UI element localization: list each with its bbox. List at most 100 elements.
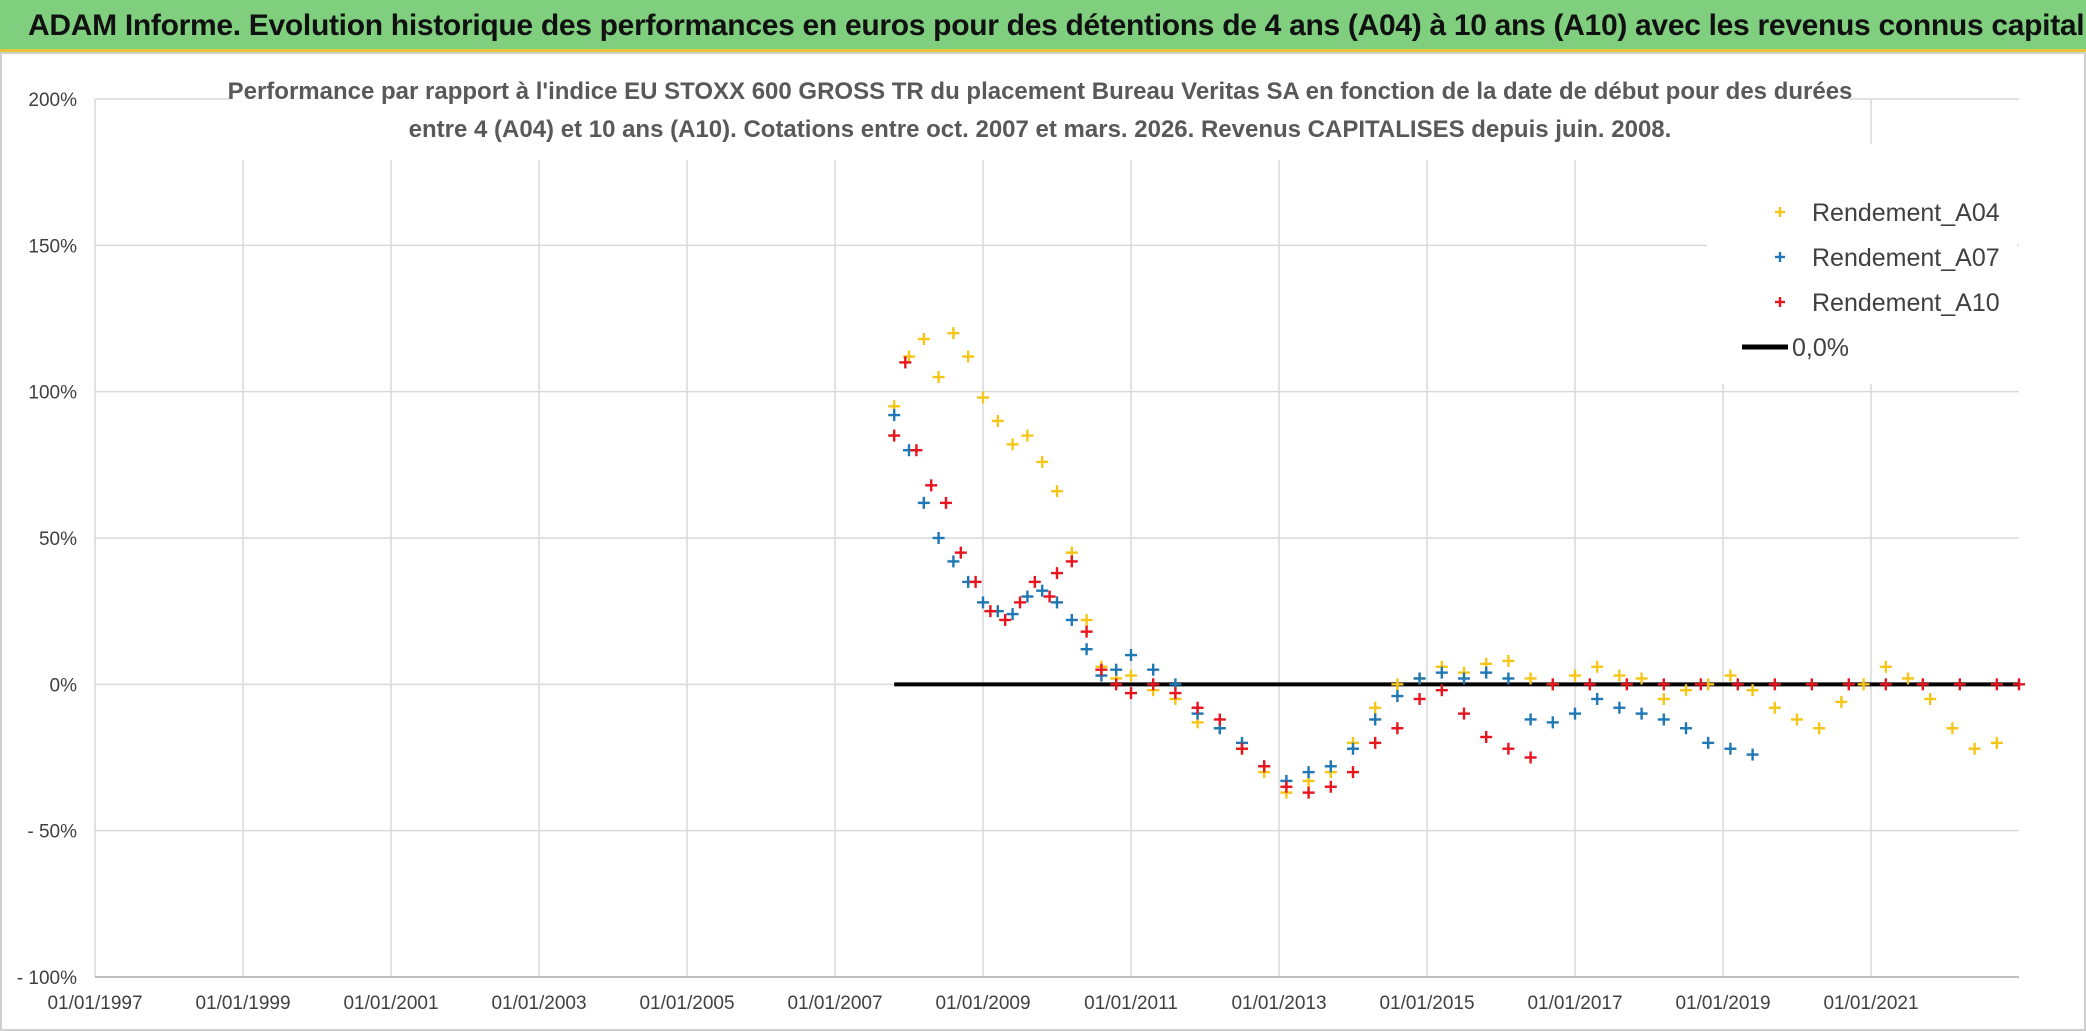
data-point-Rendement_A10 [940, 496, 952, 509]
data-points [888, 327, 2025, 799]
plot-title-line-1: Performance par rapport à l'indice EU ST… [228, 78, 1853, 105]
grid-lines [94, 98, 2019, 978]
data-point-Rendement_A04 [1813, 722, 1826, 735]
legend-label-Rendement_A04: Rendement_A04 [1812, 199, 2000, 227]
data-point-Rendement_A10 [969, 575, 982, 588]
legend-label-zero-line: 0,0% [1792, 334, 1849, 362]
data-point-Rendement_A04 [1524, 672, 1537, 685]
legend-box [1707, 144, 2017, 384]
data-point-Rendement_A10 [888, 429, 901, 442]
data-point-Rendement_A04 [1635, 672, 1648, 685]
data-point-Rendement_A04 [1080, 613, 1093, 626]
data-point-Rendement_A07 [1435, 666, 1448, 679]
data-point-Rendement_A10 [1953, 678, 1966, 691]
data-point-Rendement_A04 [1835, 695, 1848, 708]
data-point-Rendement_A07 [1680, 722, 1692, 735]
x-tick-label: 01/01/2019 [1675, 993, 1770, 1014]
data-point-Rendement_A04 [947, 327, 960, 340]
data-point-Rendement_A04 [1791, 713, 1803, 726]
x-tick-label: 01/01/2005 [639, 993, 734, 1014]
data-point-Rendement_A07 [1391, 690, 1404, 703]
data-point-Rendement_A10 [1694, 678, 1707, 691]
y-tick-label: - 50% [27, 822, 77, 843]
data-point-Rendement_A10 [1147, 678, 1160, 691]
data-point-Rendement_A04 [1857, 678, 1870, 691]
data-point-Rendement_A10 [1369, 736, 1382, 749]
data-point-Rendement_A10 [1805, 678, 1818, 691]
data-point-Rendement_A07 [1347, 742, 1359, 755]
data-point-Rendement_A10 [1065, 555, 1078, 568]
data-point-Rendement_A07 [1502, 672, 1515, 685]
x-tick-label: 01/01/2013 [1231, 993, 1326, 1014]
data-point-Rendement_A07 [1125, 649, 1137, 662]
data-point-Rendement_A07 [1080, 643, 1093, 656]
data-point-Rendement_A10 [1169, 687, 1182, 700]
data-point-Rendement_A04 [1502, 654, 1515, 667]
x-tick-label: 01/01/2001 [343, 993, 438, 1014]
x-tick-label: 01/01/1999 [195, 993, 290, 1014]
data-point-Rendement_A04 [917, 332, 930, 345]
y-tick-label: 200% [28, 90, 77, 111]
report-banner: ADAM Informe. Evolution historique des p… [0, 0, 2086, 52]
data-point-Rendement_A04 [1051, 485, 1063, 498]
data-point-Rendement_A07 [1006, 608, 1019, 621]
data-point-Rendement_A07 [1065, 613, 1078, 626]
x-tick-label: 01/01/2015 [1379, 993, 1474, 1014]
data-point-Rendement_A10 [1043, 590, 1056, 603]
data-point-Rendement_A10 [1095, 663, 1108, 676]
data-point-Rendement_A04 [1968, 742, 1981, 755]
data-point-Rendement_A04 [1946, 722, 1959, 735]
x-tick-label: 01/01/2003 [491, 993, 586, 1014]
data-point-Rendement_A07 [1546, 716, 1559, 729]
data-point-Rendement_A07 [947, 555, 960, 568]
data-point-Rendement_A10 [1213, 713, 1226, 726]
data-point-Rendement_A07 [1746, 748, 1759, 761]
data-point-Rendement_A10 [1731, 678, 1744, 691]
y-tick-label: - 100% [17, 968, 77, 989]
x-tick-label: 01/01/1997 [47, 993, 142, 1014]
data-point-Rendement_A07 [1702, 736, 1715, 749]
data-point-Rendement_A10 [1051, 567, 1063, 580]
x-tick-label: 01/01/2007 [787, 993, 882, 1014]
data-point-Rendement_A04 [1021, 429, 1034, 442]
chart-frame: - 100% - 50% 0% 50% 100% 150% 200% 01/01/1997 01… [0, 52, 2086, 1031]
legend-marker-Rendement_A07 [1775, 252, 1785, 262]
data-point-Rendement_A07 [1302, 766, 1315, 779]
data-point-Rendement_A07 [1613, 701, 1626, 714]
data-point-Rendement_A10 [954, 546, 967, 559]
data-point-Rendement_A10 [1657, 678, 1670, 691]
data-point-Rendement_A07 [1591, 692, 1604, 705]
data-point-Rendement_A10 [1125, 687, 1137, 700]
data-point-Rendement_A10 [1080, 625, 1093, 638]
data-point-Rendement_A04 [1613, 669, 1626, 682]
data-point-Rendement_A04 [1768, 701, 1781, 714]
data-point-Rendement_A07 [1051, 596, 1063, 609]
data-point-Rendement_A07 [1413, 672, 1426, 685]
data-point-Rendement_A04 [1125, 669, 1137, 682]
legend-marker-Rendement_A04 [1775, 207, 1785, 217]
data-point-Rendement_A10 [1879, 678, 1892, 691]
legend-label-Rendement_A07: Rendement_A07 [1812, 244, 2000, 272]
data-point-Rendement_A10 [1620, 678, 1633, 691]
data-point-Rendement_A07 [1147, 663, 1160, 676]
data-point-Rendement_A10 [1583, 678, 1596, 691]
data-point-Rendement_A10 [984, 605, 997, 618]
data-point-Rendement_A04 [1391, 678, 1404, 691]
data-point-Rendement_A10 [1480, 731, 1493, 744]
data-point-Rendement_A10 [2013, 678, 2025, 691]
data-point-Rendement_A04 [1879, 660, 1892, 673]
data-point-Rendement_A10 [1502, 742, 1515, 755]
data-point-Rendement_A10 [1768, 678, 1781, 691]
data-point-Rendement_A04 [1036, 455, 1049, 468]
data-point-Rendement_A10 [1347, 766, 1359, 779]
data-point-Rendement_A07 [1021, 590, 1034, 603]
data-point-Rendement_A10 [1842, 678, 1855, 691]
data-point-Rendement_A07 [1324, 760, 1337, 773]
data-point-Rendement_A07 [977, 596, 989, 609]
data-point-Rendement_A04 [1006, 438, 1019, 451]
y-tick-label: 0% [50, 675, 78, 696]
y-tick-label: 150% [28, 236, 77, 257]
x-tick-label: 01/01/2011 [1084, 993, 1178, 1014]
data-point-Rendement_A04 [1990, 736, 2003, 749]
data-point-Rendement_A07 [1036, 584, 1049, 597]
